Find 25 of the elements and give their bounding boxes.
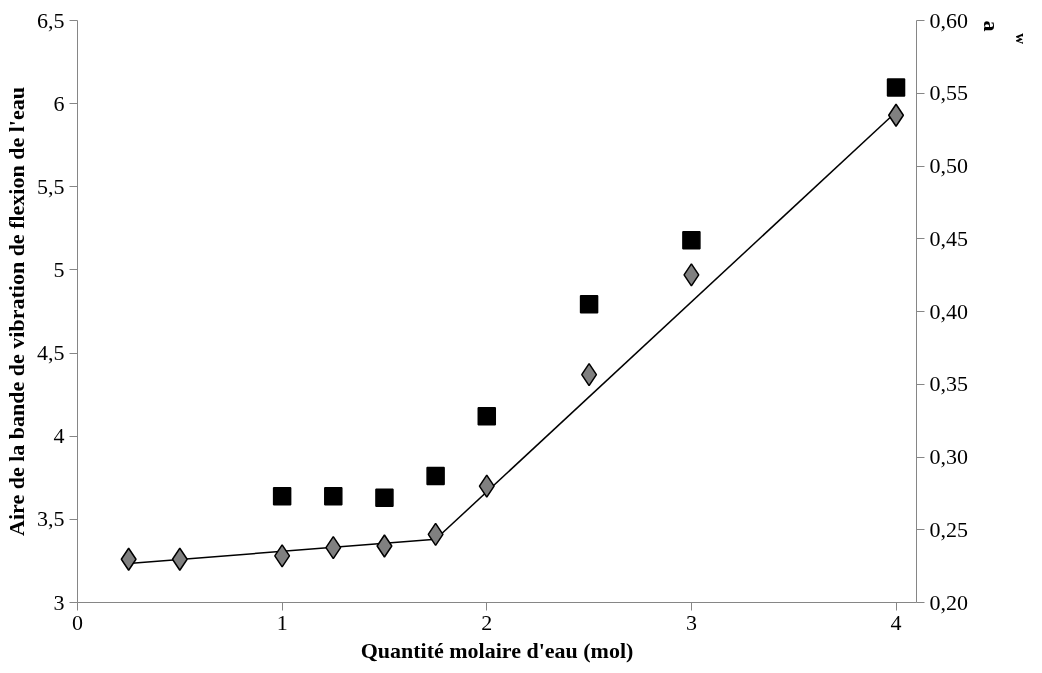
y2-tick-label: 0,55 <box>929 80 968 106</box>
y-tick-label: 5,5 <box>37 173 65 199</box>
y-tick-label: 6 <box>53 90 65 116</box>
y-tick-label: 5 <box>53 256 65 282</box>
y-tick-label: 4 <box>53 423 65 449</box>
y-tick-label: 3,5 <box>37 506 65 532</box>
y2-tick-label: 0,35 <box>929 371 968 397</box>
y-tick-label: 3 <box>53 589 65 615</box>
x-axis-title: Quantité molaire d'eau (mol) <box>360 637 634 663</box>
y-axis-title: Aire de la bande de vibration de flexion de l'eau <box>4 87 29 536</box>
y2-tick-label: 0,40 <box>929 298 968 324</box>
x-tick-label: 2 <box>481 609 493 635</box>
x-tick-label: 4 <box>890 609 902 635</box>
y2-tick-label: 0,20 <box>929 589 968 615</box>
y-tick-label: 6,5 <box>37 7 65 33</box>
y2-tick-label: 0,50 <box>929 153 968 178</box>
x-tick-label: 0 <box>72 609 83 635</box>
y2-tick-label: 0,25 <box>929 516 968 542</box>
y2-axis-title: aw <box>978 20 1029 45</box>
y2-tick-label: 0,45 <box>929 225 968 251</box>
y2-tick-label: 0,30 <box>929 444 968 469</box>
y-tick-label: 4,5 <box>37 340 65 366</box>
x-tick-label: 3 <box>685 609 697 635</box>
x-tick-label: 1 <box>276 609 288 635</box>
y2-tick-label: 0,60 <box>929 7 968 33</box>
